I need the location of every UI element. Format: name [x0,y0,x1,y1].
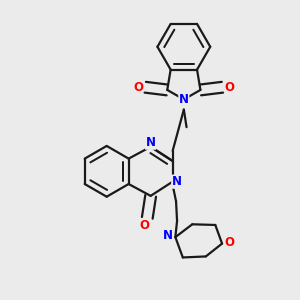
Text: N: N [179,93,189,106]
Text: O: O [140,219,150,232]
Text: N: N [172,175,182,188]
Text: N: N [146,136,156,149]
Text: O: O [224,81,234,94]
Text: N: N [163,229,173,242]
Text: O: O [224,236,235,249]
Text: O: O [134,81,143,94]
